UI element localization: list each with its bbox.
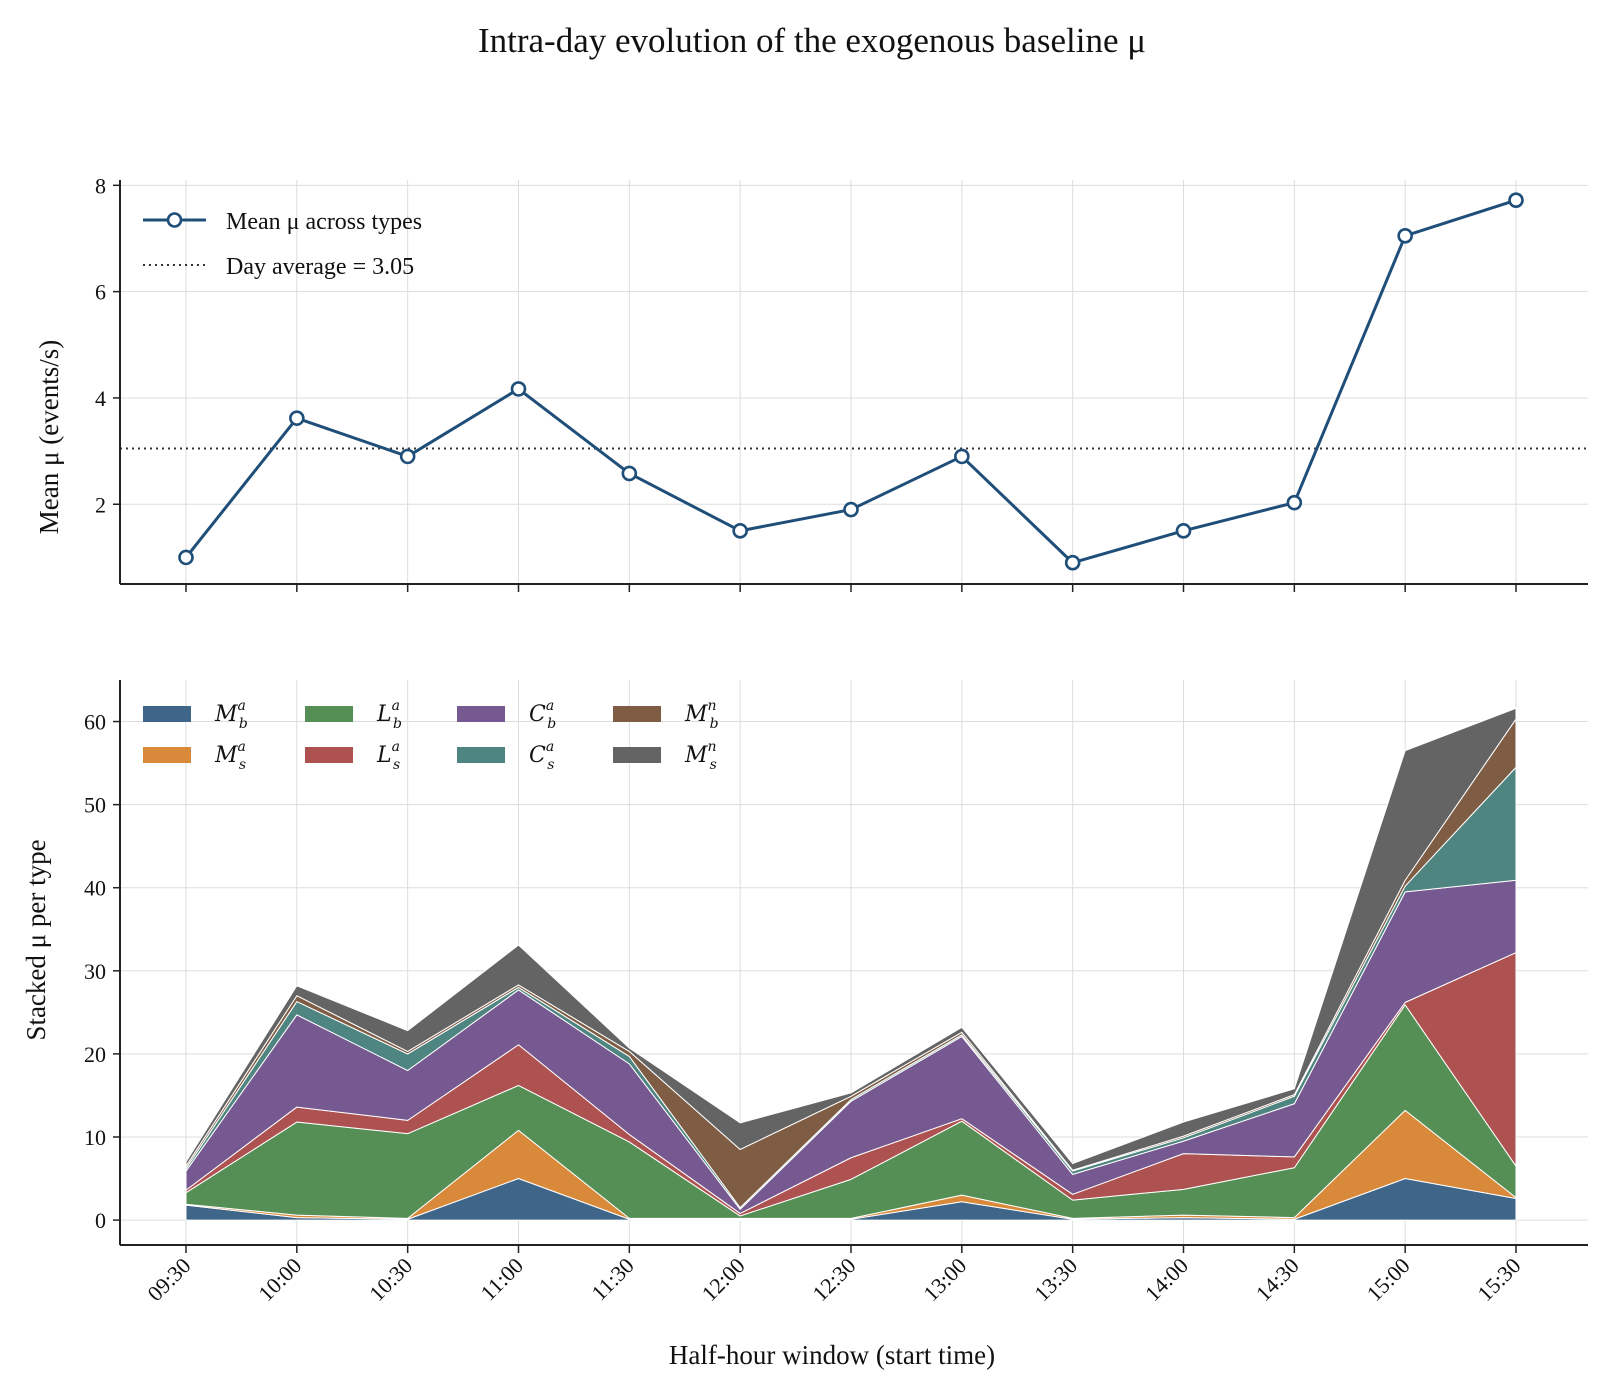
bottom-x-tick-label: 14:30 (1251, 1253, 1304, 1306)
bottom-x-tick-label: 10:30 (364, 1253, 417, 1306)
top-axes (119, 180, 1588, 592)
legend-swatch (457, 706, 505, 722)
bottom-y-tick-label: 0 (95, 1208, 106, 1233)
top-grid (120, 180, 1588, 584)
bottom-y-axis-label: Stacked μ per type (21, 839, 51, 1040)
bottom-x-axis-label: Half-hour window (start time) (669, 1340, 995, 1370)
bottom-y-tick-label: 10 (84, 1125, 106, 1150)
area-m-s-n (185, 707, 1517, 1171)
bottom-x-tick-label: 09:30 (142, 1253, 195, 1306)
stacked-mu-panel: 0 10 20 30 40 50 60 09:30 10:00 10:30 11:00 11:30 1… (21, 680, 1588, 1370)
mean-mu-panel: 2 4 6 8 Mean μ (events/s) Mean μ across typ… (34, 173, 1588, 592)
bottom-y-tick-label: 60 (84, 710, 106, 735)
legend-swatch (143, 747, 191, 763)
top-y-tick-label: 8 (95, 173, 106, 198)
bottom-legend: Ma b Ma s La b La s Ca b Ca s Mn b Mn s (143, 698, 719, 773)
legend-swatch (613, 747, 661, 763)
legend-label: Mn b (684, 698, 719, 732)
bottom-x-tick-label: 13:30 (1029, 1253, 1082, 1306)
mean-mu-point (732, 523, 748, 539)
bottom-x-tick-label: 15:30 (1472, 1253, 1525, 1306)
stacked-areas (185, 707, 1517, 1221)
top-y-tick-label: 2 (95, 492, 106, 517)
legend-average-label: Day average = 3.05 (226, 254, 414, 280)
top-y-axis-label: Mean μ (events/s) (34, 340, 64, 534)
legend-mean-label: Mean μ across types (226, 209, 422, 235)
legend-label: Ma b (214, 698, 248, 732)
mean-mu-point (1508, 192, 1524, 208)
bottom-x-tick-label: 13:00 (918, 1253, 971, 1306)
figure-title: Intra-day evolution of the exogenous bas… (478, 21, 1146, 60)
mean-mu-point (399, 448, 416, 465)
bottom-y-tick-label: 50 (84, 793, 106, 818)
bottom-x-tick-label: 15:00 (1362, 1253, 1415, 1306)
legend-swatch (305, 706, 353, 722)
mean-mu-point (1397, 228, 1413, 244)
legend-label: La b (376, 698, 402, 732)
top-y-tick-label: 6 (95, 280, 106, 305)
bottom-axes (119, 680, 1588, 1246)
mean-mu-point (289, 410, 305, 426)
mean-mu-series (178, 192, 1524, 571)
bottom-y-tick-label: 20 (84, 1042, 106, 1067)
bottom-x-tick-label: 12:30 (807, 1253, 860, 1306)
mean-mu-point (1286, 494, 1303, 511)
legend-label: La s (376, 739, 400, 773)
bottom-x-ticks: 09:30 10:00 10:30 11:00 11:30 12:00 12:30 13:00… (142, 1245, 1526, 1306)
mean-mu-point (843, 501, 859, 518)
legend-label: Ca b (529, 698, 556, 732)
mean-mu-point (510, 381, 527, 397)
top-y-ticks: 2 4 6 8 (95, 173, 120, 517)
legend-swatch (457, 747, 505, 763)
bottom-y-tick-label: 40 (84, 876, 106, 901)
legend-label: Ca s (529, 739, 554, 773)
top-y-tick-label: 4 (95, 386, 106, 411)
legend-label: Ma s (214, 739, 246, 773)
bottom-y-ticks: 0 10 20 30 40 50 60 (84, 710, 120, 1233)
bottom-y-tick-label: 30 (84, 959, 106, 984)
bottom-x-tick-label: 10:00 (253, 1253, 306, 1306)
mean-mu-point (1064, 554, 1081, 571)
legend-swatch (613, 706, 661, 722)
mean-mu-point (178, 549, 194, 566)
bottom-x-tick-label: 12:00 (697, 1253, 750, 1306)
legend-swatch (305, 747, 353, 763)
mean-mu-point (621, 465, 638, 482)
mean-mu-point (1175, 523, 1192, 539)
legend-mean-marker (166, 212, 183, 228)
bottom-x-tick-label: 11:00 (475, 1253, 528, 1306)
bottom-x-tick-label: 11:30 (586, 1253, 639, 1306)
top-legend: Mean μ across types Day average = 3.05 (143, 209, 422, 280)
legend-swatch (143, 706, 191, 722)
bottom-x-tick-label: 14:00 (1140, 1253, 1193, 1306)
mean-mu-point (954, 448, 970, 465)
legend-label: Mn s (684, 739, 717, 773)
